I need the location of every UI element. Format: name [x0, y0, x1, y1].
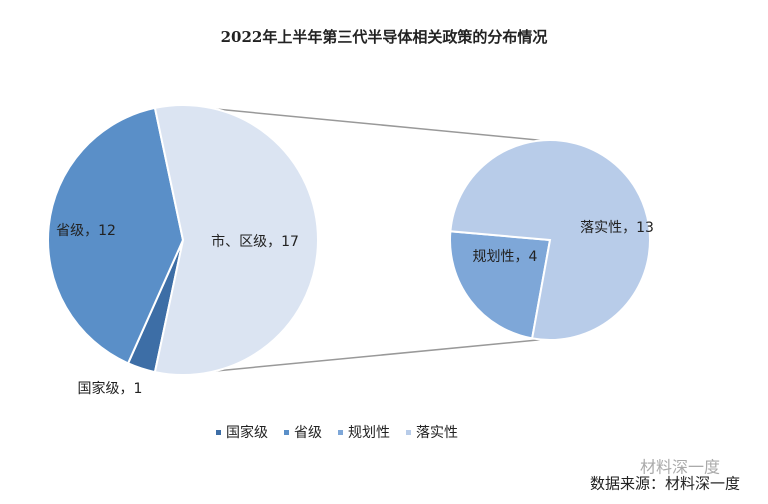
legend-marker: [406, 430, 411, 435]
connector: [215, 338, 542, 372]
legend-label: 国家级: [226, 424, 268, 441]
legend-marker: [284, 430, 289, 435]
pie-slice: [153, 104, 319, 376]
legend-marker: [338, 430, 343, 435]
chart-title: 2022年上半年第三代半导体相关政策的分布情况: [221, 28, 548, 46]
connector: [215, 108, 542, 142]
legend-label: 落实性: [416, 425, 458, 441]
legend-marker: [216, 430, 221, 435]
legend-label: 省级: [294, 425, 322, 441]
data-label: 规划性，4: [473, 249, 538, 265]
data-label: 国家级，1: [78, 380, 143, 397]
sub-pie-slice: [449, 139, 651, 341]
pie-slice: [47, 106, 185, 365]
source: 数据来源：材料深一度: [590, 475, 740, 493]
data-label: 落实性，13: [580, 220, 654, 236]
data-label: 省级，12: [56, 223, 116, 239]
legend-label: 规划性: [348, 425, 390, 441]
data-label: 市、区级，17: [211, 233, 299, 250]
sub-pie-slice: [449, 230, 552, 340]
watermark: 材料深一度: [640, 458, 720, 477]
